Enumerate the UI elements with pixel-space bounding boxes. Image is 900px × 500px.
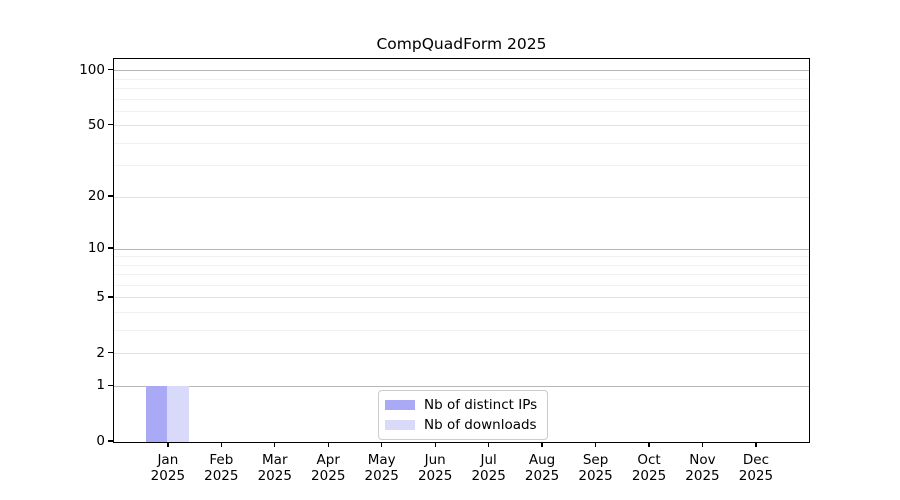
gridline-major [114,353,809,355]
legend: Nb of distinct IPs Nb of downloads [378,390,549,440]
y-tick-mark [108,440,113,442]
gridline-minor [114,78,809,80]
gridline-minor [114,142,809,144]
y-tick-mark [108,351,113,354]
gridline-minor [114,284,809,286]
y-tick-mark [108,195,113,197]
x-tick-mark [167,442,169,448]
x-tick-mark [381,442,383,448]
gridline-major [114,248,809,250]
bar-downloads-jan [167,386,189,442]
x-tick-label: Oct 2025 [631,452,667,484]
gridline-minor [114,88,809,90]
y-tick-label: 50 [87,116,105,133]
gridline-minor [114,256,809,258]
y-tick-mark [108,296,113,298]
y-tick-label: 10 [87,240,105,257]
x-tick-mark [487,442,490,448]
x-tick-mark [594,442,597,448]
x-tick-label: Sep 2025 [578,452,613,484]
x-tick-label: Aug 2025 [524,452,560,484]
x-tick-mark [274,442,276,448]
chart-title: CompQuadForm 2025 [376,35,547,53]
gridline-major [114,196,809,198]
x-tick-label: Apr 2025 [311,452,346,484]
x-tick-mark [648,442,650,448]
gridline-minor [114,165,809,167]
x-tick-mark [541,442,543,448]
y-tick-label: 20 [87,188,105,205]
y-tick-mark [108,124,113,126]
gridline-major [114,385,809,387]
x-tick-mark [327,442,329,448]
x-tick-label: Jan 2025 [150,452,186,484]
x-tick-label: Nov 2025 [685,452,720,484]
y-tick-label: 100 [79,61,105,78]
gridline-major [114,297,809,299]
y-tick-label: 1 [96,377,105,394]
plot-area: Nb of distinct IPs Nb of downloads [113,58,810,443]
y-tick-mark [108,384,113,386]
y-tick-mark [108,69,113,71]
legend-item-downloads: Nb of downloads [385,417,537,433]
bar-distinct-ips-jan [145,386,168,442]
x-tick-mark [755,442,757,448]
x-tick-mark [434,442,436,448]
x-tick-label: Jul 2025 [471,452,506,484]
gridline-minor [114,98,809,100]
x-tick-mark [220,442,222,448]
gridline-minor [114,312,809,314]
legend-swatch-downloads [385,420,415,430]
x-tick-label: May 2025 [364,452,399,484]
x-tick-label: Jun 2025 [417,452,453,484]
legend-label-distinct-ips: Nb of distinct IPs [424,397,538,413]
gridline-major [114,125,809,127]
x-tick-label: Dec 2025 [738,452,774,484]
y-tick-mark [108,247,113,249]
x-tick-label: Feb 2025 [204,452,239,484]
legend-item-distinct-ips: Nb of distinct IPs [385,397,537,413]
gridline-minor [114,264,809,266]
gridline-minor [114,330,809,331]
gridline-major [114,70,809,72]
gridline-minor [114,110,809,112]
y-tick-label: 0 [96,433,105,449]
y-tick-label: 5 [96,288,105,305]
legend-swatch-distinct-ips [385,400,415,410]
legend-label-downloads: Nb of downloads [424,417,537,433]
y-tick-label: 2 [96,344,105,361]
x-tick-mark [701,442,704,448]
gridline-minor [114,274,809,276]
x-tick-label: Mar 2025 [257,452,292,484]
